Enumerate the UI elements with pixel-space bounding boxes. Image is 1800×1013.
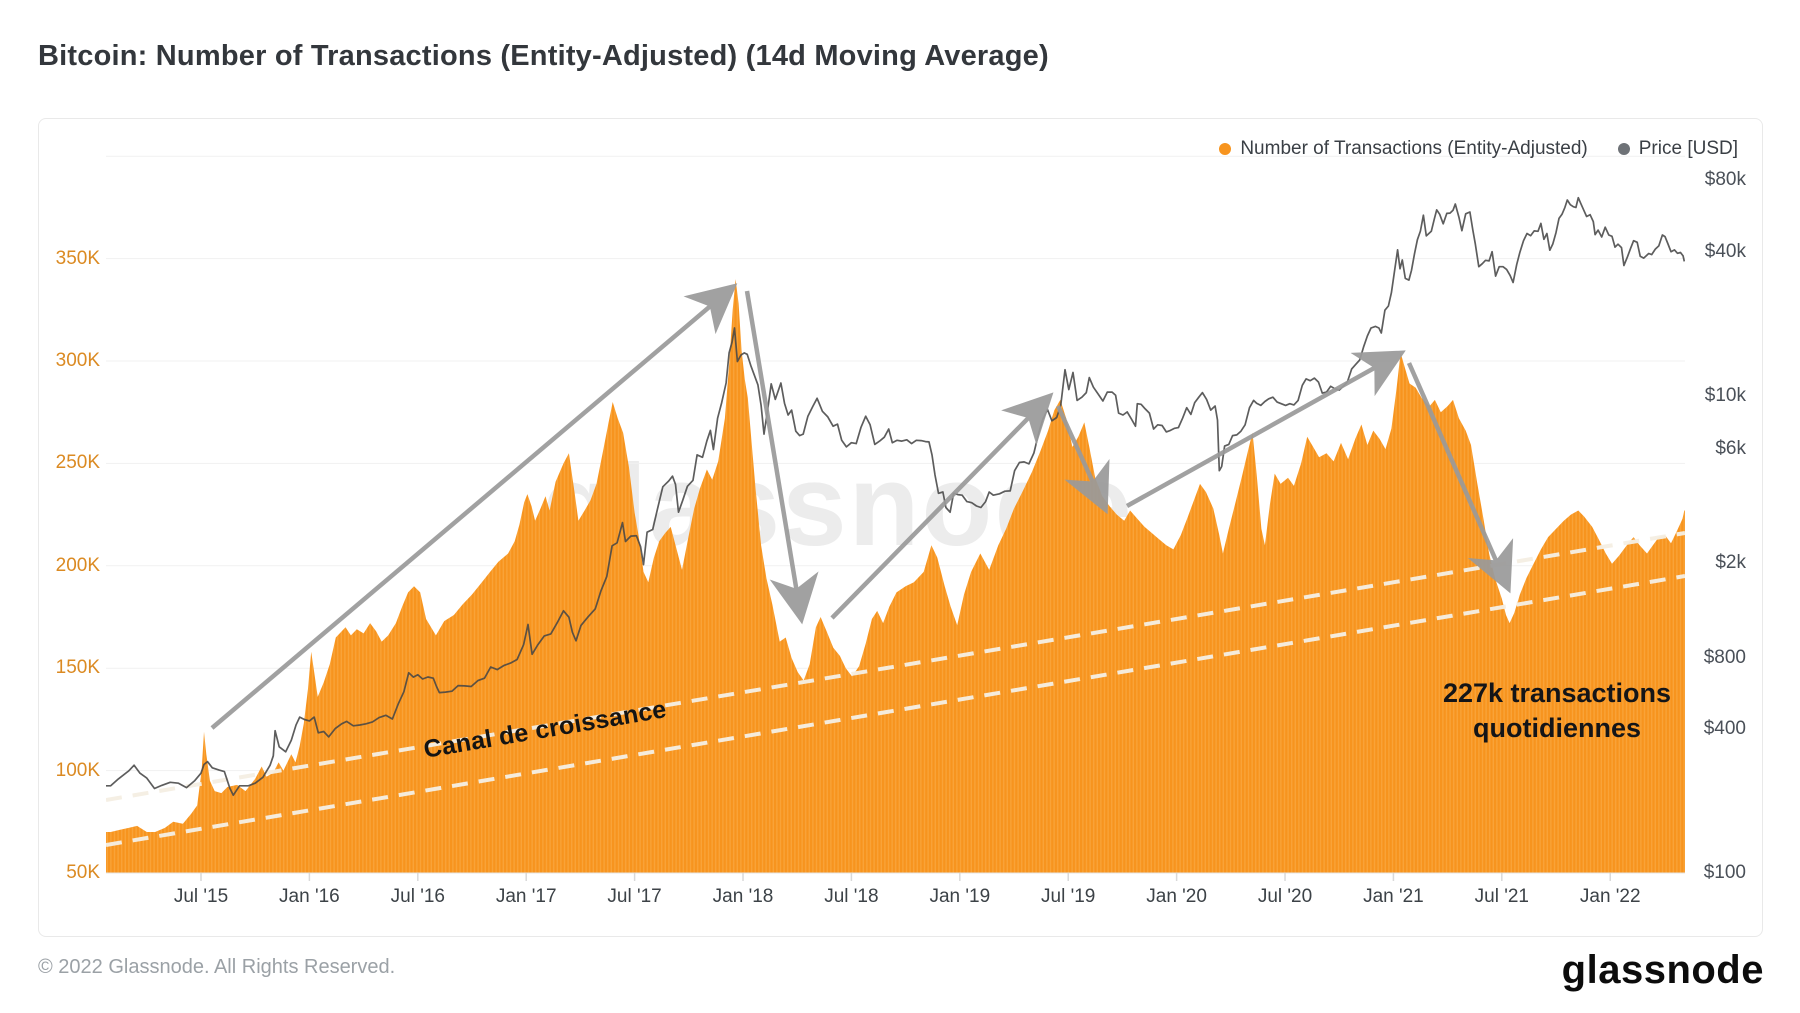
page-title: Bitcoin: Number of Transactions (Entity-… <box>38 40 1049 72</box>
x-axis-tick-label: Jul '16 <box>390 886 445 907</box>
growth-channel-lines <box>106 531 1685 847</box>
x-axis-tick-label: Jul '18 <box>824 886 879 907</box>
glassnode-logo: glassnode <box>1561 948 1764 992</box>
y-axis-left-tick-label: 100K <box>55 759 100 781</box>
x-axis-tick-label: Jul '17 <box>607 886 662 907</box>
x-axis-tick-label: Jan '17 <box>495 886 557 907</box>
x-axis-tick-label: Jan '19 <box>929 886 991 907</box>
x-axis-tick-label: Jan '21 <box>1363 886 1424 907</box>
legend-transactions-dot-icon <box>1219 143 1232 155</box>
legend-item-price[interactable]: Price [USD] <box>1617 138 1738 160</box>
legend-item-transactions[interactable]: Number of Transactions (Entity-Adjusted) <box>1219 138 1588 160</box>
copyright-text: © 2022 Glassnode. All Rights Reserved. <box>38 956 396 978</box>
y-axis-right-tick-label: $10k <box>1704 384 1746 406</box>
legend-transactions-label: Number of Transactions (Entity-Adjusted) <box>1240 138 1588 159</box>
callout-line1: 227k transactions <box>1442 678 1672 708</box>
y-axis-right-tick-label: $6k <box>1715 437 1746 459</box>
y-axis-right-tick-label: $800 <box>1703 646 1746 668</box>
y-axis-left-tick-label: 250K <box>55 452 100 474</box>
y-axis-right-tick-label: $2k <box>1715 551 1746 573</box>
legend-price-label: Price [USD] <box>1638 138 1738 159</box>
callout-annotation: 227k transactions quotidiennes <box>1432 676 1682 746</box>
y-axis-left-tick-label: 50K <box>66 862 100 883</box>
x-axis-tick-label: Jul '15 <box>173 886 229 907</box>
x-axis-tick-label: Jul '19 <box>1041 886 1096 907</box>
y-axis-right-tick-label: $40k <box>1704 240 1746 262</box>
x-axis-tick-label: Jul '21 <box>1474 886 1529 907</box>
x-axis-tick-label: Jan '18 <box>712 886 774 907</box>
y-axis-right-tick-label: $80k <box>1704 169 1746 191</box>
y-axis-right-tick-label: $400 <box>1703 718 1746 740</box>
legend-price-dot-icon <box>1617 143 1630 155</box>
x-axis-tick-label: Jan '20 <box>1146 886 1207 907</box>
price-line-series <box>106 196 1685 797</box>
y-axis-left-tick-label: 150K <box>55 657 100 679</box>
x-axis-tick-label: Jan '16 <box>279 886 340 907</box>
transactions-area-series <box>106 279 1685 874</box>
y-axis-left-tick-label: 200K <box>55 554 100 576</box>
chart-legend: Number of Transactions (Entity-Adjusted)… <box>1219 138 1738 160</box>
x-axis-tick-label: Jan '22 <box>1579 886 1641 907</box>
y-axis-left-tick-label: 350K <box>55 247 100 269</box>
x-axis-tick-label: Jul '20 <box>1257 886 1313 907</box>
trend-arrows <box>210 283 1514 730</box>
y-axis-right-tick-label: $100 <box>1703 862 1746 884</box>
y-axis-left-tick-label: 300K <box>55 350 100 371</box>
callout-line2: quotidiennes <box>1473 713 1641 743</box>
x-axis-line <box>106 872 1685 881</box>
